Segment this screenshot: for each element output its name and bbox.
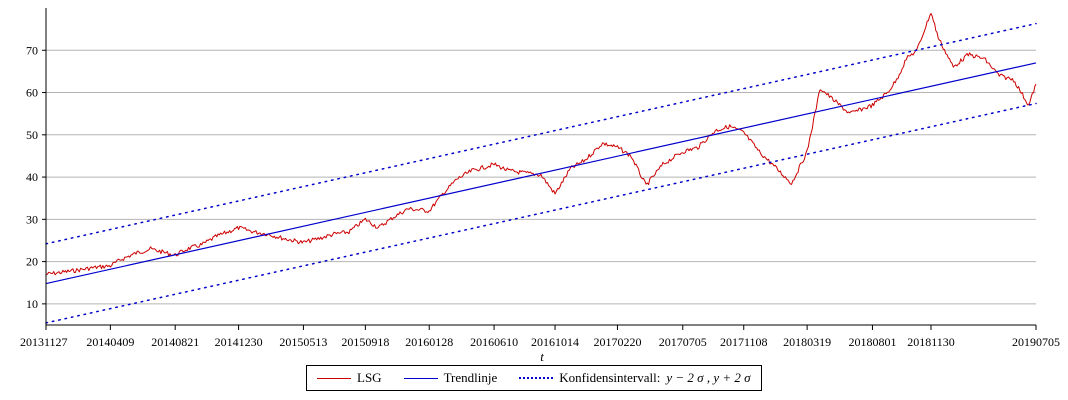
y-tick-label: 40	[26, 170, 38, 184]
x-axis-ticks: 20131127 20140409 20140821 20141230 20150513…	[20, 325, 1060, 349]
y-tick-label: 10	[26, 297, 38, 311]
x-tick-label: 20170705	[659, 335, 707, 349]
legend-item-confidence: Konfidensintervall: y − 2 σ , y + 2 σ	[519, 370, 751, 386]
series-layer	[45, 13, 1037, 324]
y-tick-label: 60	[26, 86, 38, 100]
legend-label-trend: Trendlinje	[443, 370, 498, 385]
lsg-price-line	[45, 13, 1037, 276]
legend-label-lsg: LSG	[357, 370, 382, 385]
y-tick-label: 30	[26, 212, 38, 226]
x-tick-label: 20180319	[783, 335, 831, 349]
confidence-band-line	[45, 22, 1037, 245]
x-tick-label: 20180801	[848, 335, 896, 349]
x-tick-label: 20171108	[720, 335, 768, 349]
y-axis-ticks: 10 20 30 40 50 60 70	[26, 43, 46, 311]
y-tick-label: 50	[26, 128, 38, 142]
x-tick-label: 20131127	[20, 335, 68, 349]
legend-swatch-lsg	[317, 377, 351, 379]
trend-line	[45, 62, 1037, 285]
legend-label-confidence: Konfidensintervall:	[559, 370, 661, 385]
legend-label-confidence-expr: y − 2 σ , y + 2 σ	[666, 370, 751, 385]
legend-item-lsg: LSG	[317, 370, 382, 386]
grid-lines	[46, 49, 1036, 305]
confidence-band-line	[45, 102, 1037, 324]
x-tick-label: 20150513	[279, 335, 327, 349]
x-tick-label: 20140409	[86, 335, 134, 349]
legend-swatch-confidence	[519, 377, 554, 379]
x-tick-label: 20160610	[470, 335, 518, 349]
x-tick-label: 20140821	[151, 335, 199, 349]
x-tick-label: 20170220	[593, 335, 641, 349]
legend-swatch-trend	[403, 377, 438, 379]
x-tick-label: 20161014	[531, 335, 579, 349]
x-tick-label: 20190705	[1012, 335, 1060, 349]
chart-legend: LSG Trendlinje Konfidensintervall: y − 2…	[306, 365, 762, 391]
y-tick-label: 70	[26, 43, 38, 57]
legend-item-trend: Trendlinje	[403, 370, 498, 386]
x-tick-label: 20150918	[341, 335, 389, 349]
x-tick-label: 20160128	[405, 335, 453, 349]
y-tick-label: 20	[26, 255, 38, 269]
x-axis-title: t	[540, 349, 544, 364]
x-tick-label: 20141230	[215, 335, 263, 349]
x-tick-label: 20181130	[907, 335, 955, 349]
